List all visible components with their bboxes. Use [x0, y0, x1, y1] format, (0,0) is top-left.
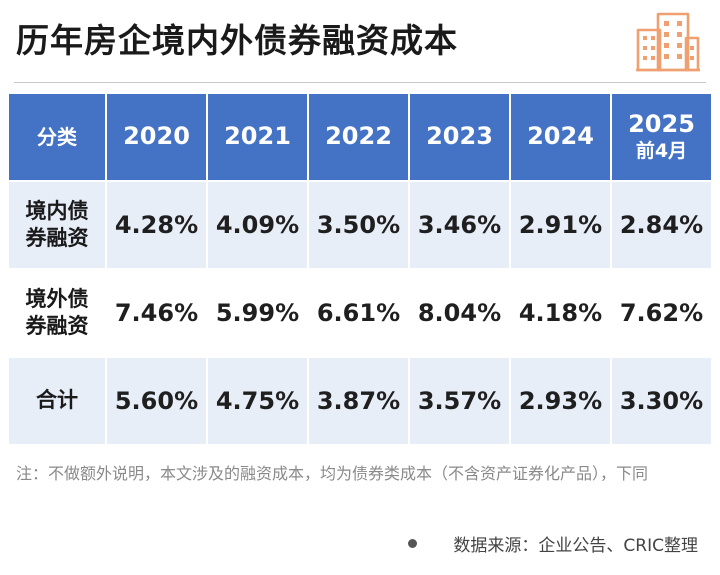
footnote: 注：不做额外说明，本文涉及的融资成本，均为债券类成本（不含资产证券化产品），下同 [16, 464, 649, 483]
table-cell: 2.93% [509, 356, 612, 446]
column-header-category: 分类 [7, 92, 107, 182]
table-cell: 3.50% [307, 180, 410, 270]
table-cell: 5.60% [105, 356, 208, 446]
table-cell: 4.18% [509, 268, 612, 358]
column-header-2023: 2023 [408, 92, 511, 182]
table-cell: 6.61% [307, 268, 410, 358]
header: 历年房企境内外债券融资成本 [0, 0, 720, 86]
table-header-row: 分类 2020 2021 2022 2023 2024 2025 前4月 [7, 92, 713, 182]
table-row: 境内债 券融资 4.28% 4.09% 3.50% 3.46% 2.91% 2.8… [7, 180, 713, 270]
title-divider [14, 82, 706, 83]
bond-cost-table: 分类 2020 2021 2022 2023 2024 2025 前4月 境内债券… [7, 92, 713, 446]
column-header-2020: 2020 [105, 92, 208, 182]
building-icon [636, 12, 700, 72]
row-label-total: 合计 [7, 356, 107, 446]
table-cell: 2.84% [610, 180, 713, 270]
page-title: 历年房企境内外债券融资成本 [16, 21, 458, 60]
table-cell: 3.30% [610, 356, 713, 446]
table-cell: 8.04% [408, 268, 511, 358]
column-header-2025: 2025 前4月 [610, 92, 713, 182]
table-cell: 3.46% [408, 180, 511, 270]
data-source-text: 数据来源：企业公告、CRIC整理 [453, 536, 698, 556]
table-row: 合计 5.60% 4.75% 3.87% 3.57% 2.93% 3.30% [7, 356, 713, 446]
table-cell: 4.28% [105, 180, 208, 270]
table-cell: 3.57% [408, 356, 511, 446]
table-cell: 7.46% [105, 268, 208, 358]
table-cell: 5.99% [206, 268, 309, 358]
data-source: 数据来源：企业公告、CRIC整理 [408, 531, 698, 556]
row-label-domestic: 境内债 券融资 [7, 180, 107, 270]
table-row: 境外债 券融资 7.46% 5.99% 6.61% 8.04% 4.18% 7.6… [7, 268, 713, 358]
bullet-dot-icon [408, 539, 418, 548]
table-cell: 4.75% [206, 356, 309, 446]
column-header-2022: 2022 [307, 92, 410, 182]
column-header-2021: 2021 [206, 92, 309, 182]
table-cell: 7.62% [610, 268, 713, 358]
table-cell: 4.09% [206, 180, 309, 270]
column-header-2024: 2024 [509, 92, 612, 182]
table-cell: 2.91% [509, 180, 612, 270]
row-label-overseas: 境外债 券融资 [7, 268, 107, 358]
table-cell: 3.87% [307, 356, 410, 446]
